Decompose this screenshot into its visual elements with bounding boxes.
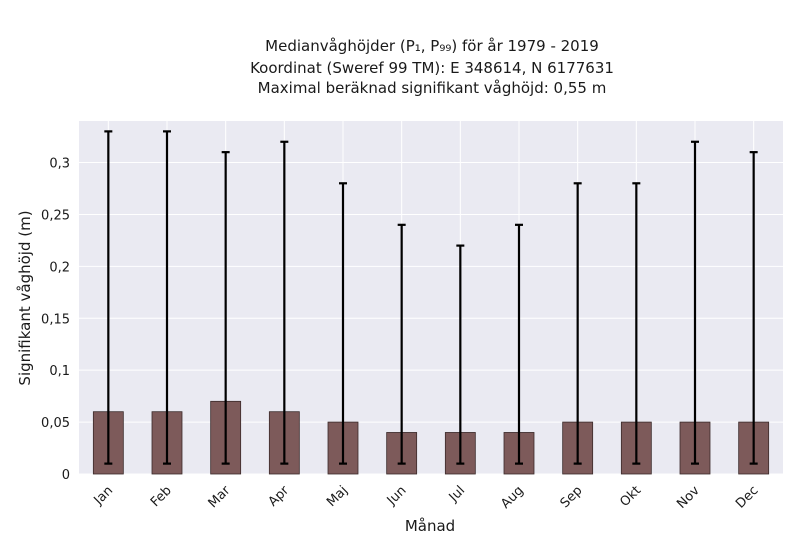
y-tick-label: 0,15 (41, 312, 70, 327)
errorbar-dec (749, 151, 758, 465)
x-tick-label: Nov (674, 483, 703, 512)
y-tick-label: 0,1 (49, 364, 70, 379)
x-tick-label: Jul (446, 483, 468, 505)
title-line-2: Koordinat (Sweref 99 TM): E 348614, N 61… (250, 59, 614, 77)
y-tick-label: 0,05 (41, 416, 70, 431)
x-tick-label: Feb (148, 483, 175, 510)
errorbar-okt (632, 182, 641, 465)
errorbar-nov (691, 140, 699, 465)
x-tick-label: Sep (558, 483, 586, 511)
y-tick-label: 0,2 (49, 260, 70, 275)
x-tick-label: Aug (498, 483, 527, 512)
errorbar-feb (163, 130, 171, 465)
x-axis-label: Månad (405, 517, 455, 535)
errorbar-jul (456, 244, 465, 465)
x-tick-label: Dec (733, 483, 761, 511)
errorbar-aug (515, 223, 523, 465)
chart-title: Medianvåghöjder (P₁, P₉₉) för år 1979 - … (250, 37, 614, 97)
y-axis-ticks: 0 0,05 0,1 0,15 0,2 0,25 0,3 (41, 157, 70, 483)
x-tick-label: Jun (384, 483, 410, 509)
y-tick-label: 0 (62, 468, 70, 483)
error-bars (104, 130, 758, 465)
plot-area (79, 121, 783, 474)
errorbar-sep (573, 182, 582, 465)
errorbar-maj (339, 182, 347, 465)
x-tick-label: Jan (91, 483, 116, 508)
y-axis-label: Signifikant våghöjd (m) (16, 210, 34, 385)
errorbar-apr (280, 140, 289, 465)
title-line-3: Maximal beräknad signifikant våghöjd: 0,… (258, 79, 607, 97)
x-tick-label: Apr (266, 483, 293, 510)
errorbar-mar (221, 151, 230, 465)
x-tick-label: Okt (617, 483, 644, 510)
y-tick-label: 0,25 (41, 208, 70, 223)
y-tick-label: 0,3 (49, 157, 70, 172)
x-tick-label: Mar (206, 483, 234, 511)
errorbar-jan (104, 130, 113, 465)
x-tick-label: Maj (324, 483, 351, 510)
x-axis-ticks: Jan Feb Mar Apr Maj Jun Jul Aug Sep Okt Nov Dec (91, 483, 762, 512)
errorbar-jun (397, 223, 406, 465)
title-line-1: Medianvåghöjder (P₁, P₉₉) för år 1979 - … (265, 37, 599, 55)
